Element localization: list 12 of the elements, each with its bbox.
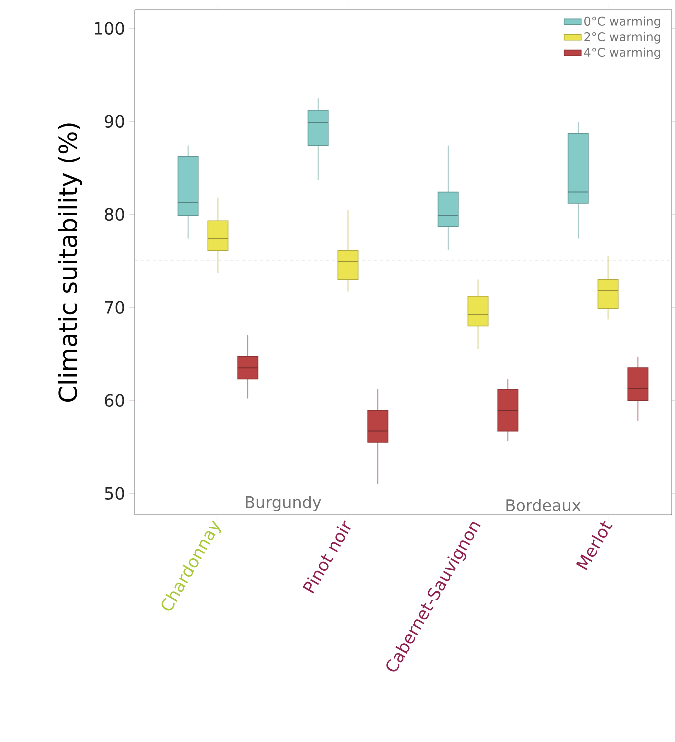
legend-label: 0°C warming: [584, 16, 660, 28]
y-tick-label: 60: [105, 394, 124, 408]
y-tick-label: 100: [95, 22, 124, 36]
legend-label: 4°C warming: [584, 48, 660, 60]
annotation: Burgundy: [246, 496, 322, 512]
y-tick-label: 80: [105, 208, 124, 222]
legend-label: 2°C warming: [584, 32, 660, 44]
y-tick-label: 50: [105, 487, 124, 500]
y-tick-label: 70: [105, 301, 124, 314]
annotation: Bordeaux: [506, 499, 581, 512]
y-axis-title: Climatic suitability (%): [58, 124, 82, 402]
y-tick-label: 90: [104, 115, 124, 128]
